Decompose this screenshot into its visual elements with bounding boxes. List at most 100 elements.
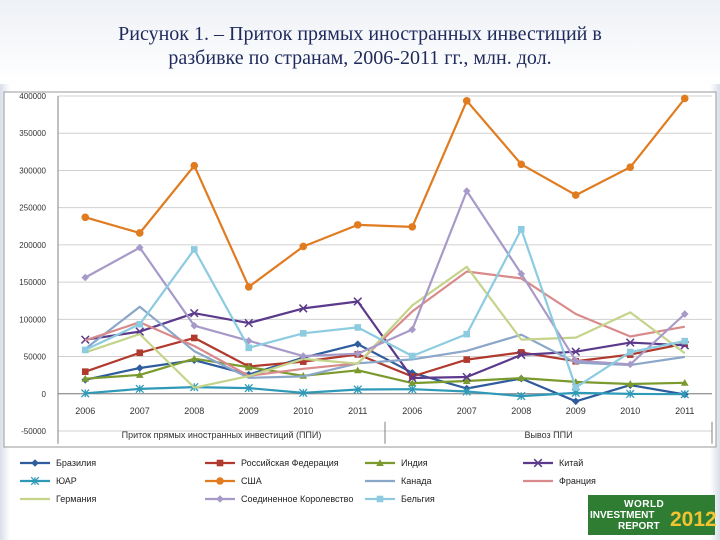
data-point [517,374,526,382]
series-line [84,270,685,377]
data-point [626,163,635,171]
y-tick-label: 250000 [19,204,46,213]
x-tick-label: 2009 [566,406,586,416]
data-point [462,372,472,382]
data-point [80,389,90,398]
slide-title: Рисунок 1. – Приток прямых иностранных и… [20,22,700,70]
y-tick-label: 50000 [24,353,47,362]
y-tick-label: 100000 [19,315,46,324]
data-point [680,310,689,318]
data-point [571,397,580,406]
slide-title-line-1: Рисунок 1. – Приток прямых иностранных и… [118,23,602,45]
data-point [463,356,471,363]
data-point [190,334,198,342]
legend-label: Российская Федерация [241,458,339,468]
y-tick-label: 200000 [19,241,46,250]
world-investment-report-logo: WORLD INVESTMENT REPORT 2012 [588,495,717,535]
x-tick-label: 2009 [239,406,259,416]
data-point [135,384,145,394]
x-tick-label: 2006 [75,406,95,416]
legend-label: США [241,476,262,486]
data-point [244,283,253,291]
y-tick-label: 400000 [19,92,46,101]
x-tick-label: 2007 [457,406,477,416]
data-point [81,374,90,382]
data-point [408,379,417,387]
legend-label: Франция [559,476,596,486]
data-point [190,321,199,330]
series-line [84,97,686,288]
data-point [299,242,308,251]
legend-marker [376,495,384,503]
series-line [84,228,686,389]
legend-label: Китай [559,458,583,468]
data-point [408,352,416,360]
data-point [299,358,307,365]
data-point [353,297,363,306]
data-point [463,330,471,338]
series-line [84,305,685,379]
y-tick-label: 0 [42,390,47,399]
y-tick-label: 300000 [19,166,46,175]
title-area: Рисунок 1. – Приток прямых иностранных и… [0,0,720,84]
data-point [517,349,525,356]
data-point [81,368,89,375]
data-point [299,352,308,360]
data-point [462,97,471,105]
data-point [190,354,199,362]
logo-word-2: INVESTMENT [590,510,655,521]
data-point [680,94,689,103]
x-tick-label: 2008 [184,406,204,416]
data-point [81,273,90,282]
data-point [299,330,307,337]
series-line [85,300,685,380]
logo-word-1: WORLD [624,499,665,510]
x-tick-label: 2010 [620,406,640,416]
data-point [135,371,144,378]
data-point [626,360,635,369]
data-point [353,385,363,394]
data-point [244,363,253,371]
data-point [190,246,198,253]
data-point [354,324,362,331]
data-point [626,380,635,387]
data-point [517,160,526,169]
legend-marker [216,495,224,503]
logo-year: 2012 [670,508,717,531]
data-point [516,350,526,360]
y-tick-label: 350000 [19,129,46,138]
data-point [681,337,689,345]
data-point [298,304,308,313]
x-tick-label: 2008 [511,406,531,416]
data-point [298,388,308,398]
group-label: Вывоз ППИ [524,430,572,440]
data-point [353,340,362,348]
data-point [81,213,90,222]
data-point [135,243,144,252]
legend-label: Индия [401,458,428,468]
line-chart: -50000 0 50000 100000 150000 200000 250000 3000… [3,91,717,504]
legend-marker [216,477,224,485]
data-point [571,191,580,199]
legend-label: Бельгия [401,494,435,504]
data-point [244,318,254,328]
legend-marker [30,476,40,486]
data-point [516,391,526,401]
legend-marker [31,459,39,467]
slide-title-line-2: разбивке по странам, 2006-2011 гг., млн.… [168,47,552,69]
data-point [245,344,253,352]
logo-word-3: REPORT [618,521,660,532]
data-point [353,366,362,374]
data-point [571,347,581,357]
legend-label: Канада [401,476,431,486]
data-point [517,225,525,233]
data-point [572,384,580,391]
data-point [135,364,144,372]
data-point [407,384,417,394]
x-tick-label: 2010 [293,406,313,416]
data-point [135,229,144,237]
data-point [626,348,634,356]
y-tick-label: 150000 [19,278,46,287]
data-point [625,338,635,347]
series-line [85,386,685,398]
